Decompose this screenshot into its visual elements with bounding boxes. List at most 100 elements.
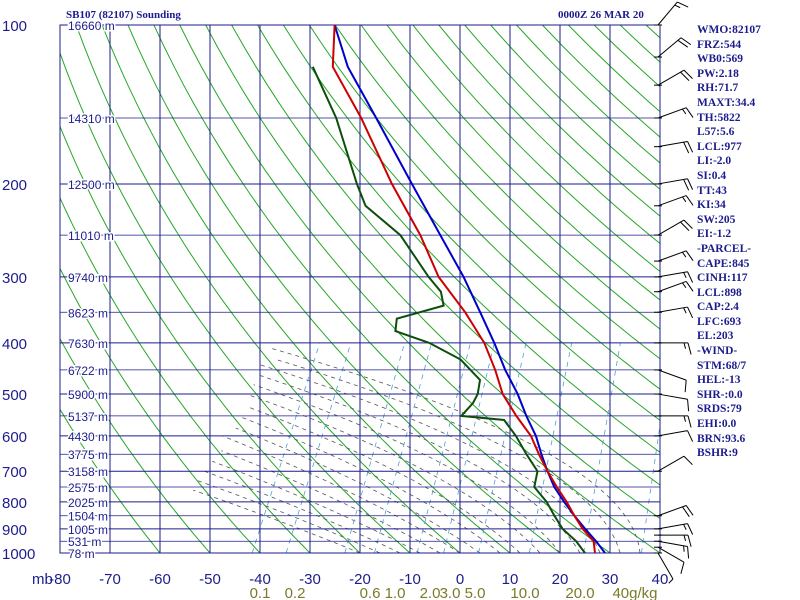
mixing-ratio-label: 1.0 (385, 585, 406, 600)
height-label: 6722 m (68, 364, 108, 378)
temperature-tick-label: -20 (349, 571, 371, 588)
temperature-tick-label: -50 (199, 571, 221, 588)
wind-barb (654, 546, 685, 574)
mixing-ratio-label: 10.0 (510, 585, 539, 600)
moist-adiabat-line (235, 427, 481, 553)
moist-adiabat-line (237, 415, 501, 553)
mixing-ratio-label: 5.0 (465, 585, 486, 600)
moist-adiabat-line (259, 364, 601, 553)
dry-adiabats (60, 25, 660, 553)
height-label: 3775 m (68, 448, 108, 462)
x-axis-unit: mb (32, 571, 53, 588)
mixing-ratio-label: 3.0 (440, 585, 461, 600)
temperature-tick-label: 10 (502, 571, 519, 588)
height-label: 5900 m (68, 388, 108, 402)
index-item: LI:-2.0 (697, 155, 732, 168)
dry-adiabat-line (179, 25, 660, 553)
height-label: 2575 m (68, 481, 108, 495)
mixing-ratio-label: 0.2 (285, 585, 306, 600)
pressure-label: 300 (2, 270, 27, 287)
index-item: EI:-1.2 (697, 228, 732, 241)
wind-barb (654, 37, 692, 58)
index-item: -PARCEL- (697, 242, 752, 255)
wind-barb (654, 415, 692, 428)
moist-adiabat-line (271, 348, 641, 553)
index-item: LFC:693 (697, 315, 742, 328)
wind-barb (654, 552, 674, 584)
height-label: 531 m (68, 535, 101, 549)
pressure-label: 1000 (2, 546, 35, 563)
wind-barb (654, 540, 690, 559)
wind-barb (654, 140, 694, 154)
dry-adiabat-line (60, 196, 311, 553)
dry-adiabat-line (231, 25, 660, 486)
mixing-ratio-line (374, 342, 432, 553)
height-label: 14310 m (68, 112, 115, 126)
wind-barb (654, 455, 693, 472)
mixing-ratio-lines (251, 342, 660, 553)
temperature-tick-label: 20 (552, 571, 569, 588)
wind-barb (654, 250, 694, 262)
wind-barb (654, 430, 694, 442)
mixing-ratio-line (583, 342, 621, 553)
grid (59, 24, 661, 554)
mixing-ratio-line (251, 342, 321, 553)
mixing-ratio-line (344, 342, 405, 553)
mixing-ratio-line (443, 342, 495, 553)
moist-adiabat-line (193, 489, 361, 553)
temperature-tick-label: 30 (602, 571, 619, 588)
wind-barb (654, 369, 687, 393)
temperature-tick-label: -80 (49, 571, 71, 588)
moist-adiabat-line (204, 470, 401, 553)
wind-barb (654, 107, 694, 119)
index-item: CAPE:845 (697, 257, 750, 270)
index-item: SHR-:0.0 (697, 388, 743, 401)
temperature-curve (331, 25, 596, 553)
index-item: TT:43 (697, 184, 727, 197)
mixing-ratio-label: 40g/kg (612, 585, 657, 600)
index-item: FRZ:544 (697, 38, 742, 51)
height-label: 9740 m (68, 271, 108, 285)
height-label: 78 m (68, 547, 95, 561)
index-item: BSHR:9 (697, 447, 738, 460)
index-item: WB0:569 (697, 53, 743, 66)
wind-barb (654, 178, 694, 191)
pressure-label: 200 (2, 177, 27, 194)
mixing-ratio-line (478, 342, 527, 553)
height-label: 1504 m (68, 510, 108, 524)
mixing-ratio-line (285, 342, 352, 553)
moist-adiabat-line (275, 359, 621, 553)
mixing-ratio-label: 2.0 (420, 585, 441, 600)
pressure-label: 100 (2, 18, 27, 35)
wind-barb (654, 69, 693, 86)
index-item: SI:0.4 (697, 169, 727, 182)
index-item: MAXT:34.4 (697, 96, 756, 109)
height-label: 16660 m (68, 19, 115, 33)
height-label: 8623 m (68, 306, 108, 320)
index-item: STM:68/7 (697, 359, 747, 372)
moist-adiabat-line (198, 480, 381, 553)
height-label: 7630 m (68, 337, 108, 351)
wind-barb (654, 534, 692, 547)
stability-indices: WMO:82107 FRZ:544 WB0:569 PW:2.18 RH:71.7 MAX… (697, 23, 761, 461)
temperature-tick-label: -60 (149, 571, 171, 588)
index-item: L57:5.6 (697, 126, 735, 139)
pressure-label: 900 (2, 522, 27, 539)
mixing-ratio-line (641, 422, 660, 553)
pressure-label: 800 (2, 495, 27, 512)
dry-adiabat-line (60, 337, 211, 553)
dry-adiabat-line (567, 25, 660, 113)
pressure-label: 500 (2, 387, 27, 404)
wind-barb (654, 523, 694, 535)
dewpoint-curve (311, 66, 586, 553)
pressure-label: 400 (2, 336, 27, 353)
wind-barb (654, 1, 689, 26)
index-item: EL:203 (697, 330, 734, 343)
mixing-ratio-line (416, 342, 471, 553)
dry-adiabat-line (127, 25, 561, 553)
index-item: EHI:0.0 (697, 418, 737, 431)
moist-adiabat-line (212, 460, 421, 553)
pressure-label: 700 (2, 464, 27, 481)
height-label: 2025 m (68, 496, 108, 510)
